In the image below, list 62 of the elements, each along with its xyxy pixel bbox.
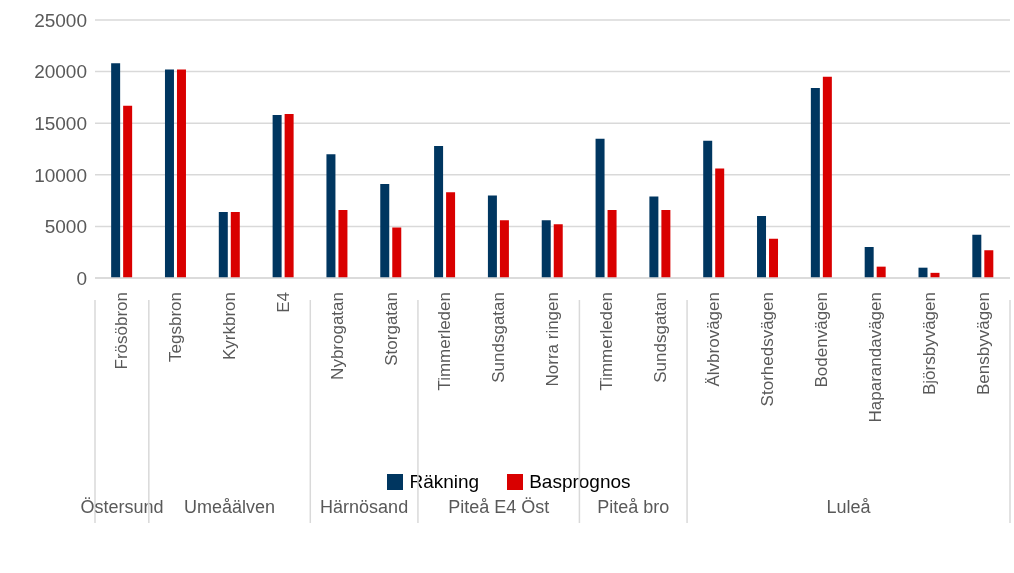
x-tick-label: Storhedsvägen: [758, 292, 778, 407]
bar: [649, 196, 659, 278]
bar: [230, 211, 240, 278]
x-tick-label: Storgatan: [381, 292, 401, 366]
y-tick-label: 15000: [34, 112, 87, 134]
bar: [164, 69, 174, 278]
bar: [487, 195, 497, 278]
bar: [111, 63, 121, 278]
x-tick-label: Norra ringen: [543, 292, 562, 387]
bar: [595, 138, 605, 278]
x-tick-label: Björsbyvägen: [919, 292, 939, 396]
y-tick-label: 0: [76, 267, 87, 289]
x-tick-label: Timmerleden: [435, 292, 455, 391]
bar: [757, 216, 767, 278]
y-tick-label: 20000: [34, 61, 87, 83]
bar: [607, 209, 617, 278]
bar: [553, 224, 563, 278]
bar: [434, 145, 444, 278]
bar: [541, 220, 551, 278]
x-tick-label: Sundsgatan: [489, 292, 509, 383]
y-tick-label: 5000: [44, 216, 87, 238]
text: Piteå bro: [597, 497, 670, 517]
bar: [176, 69, 186, 278]
y-tick-label: 10000: [34, 164, 87, 186]
bar: [218, 211, 228, 278]
bar: [810, 88, 820, 278]
bar: [715, 168, 725, 278]
x-tick-label: Bodenvägen: [812, 292, 832, 388]
bar: [446, 192, 456, 278]
x-tick-label: Kyrkbron: [220, 292, 240, 361]
x-tick-label: Tegsbron: [166, 292, 186, 362]
bar: [326, 154, 336, 278]
bar: [272, 114, 282, 278]
x-tick-label: Timmerleden: [596, 292, 616, 391]
bar: [661, 209, 671, 278]
text: Umeåälven: [184, 497, 276, 517]
text: Härnösand: [320, 497, 409, 517]
bar: [822, 76, 832, 278]
text: Luleå: [826, 497, 872, 517]
bar: [984, 250, 994, 278]
x-tick-label: Frösöbron: [112, 292, 132, 370]
bar: [338, 209, 348, 278]
x-tick-label: Bensbyvägen: [973, 292, 993, 396]
x-tick-label: Haparandavägen: [865, 292, 885, 423]
x-tick-label: Älvbrovägen: [704, 292, 724, 387]
y-tick-label: 25000: [34, 9, 87, 31]
bar: [864, 247, 874, 278]
legend-label: Räkning: [409, 471, 480, 493]
bar: [703, 140, 713, 278]
bar: [499, 220, 509, 278]
bar: [769, 238, 779, 278]
text: Piteå E4 Öst: [448, 497, 550, 517]
bar: [392, 227, 402, 278]
x-tick-label: Nybrogatan: [327, 292, 347, 380]
bar: [380, 184, 390, 278]
bar: [284, 113, 294, 278]
legend-label: Basprognos: [529, 471, 631, 493]
bar: [972, 234, 982, 278]
bar: [123, 105, 133, 278]
x-tick-label: Sundsgatan: [650, 292, 670, 383]
text: Östersund: [80, 497, 164, 517]
x-tick-label: E4: [273, 292, 293, 313]
